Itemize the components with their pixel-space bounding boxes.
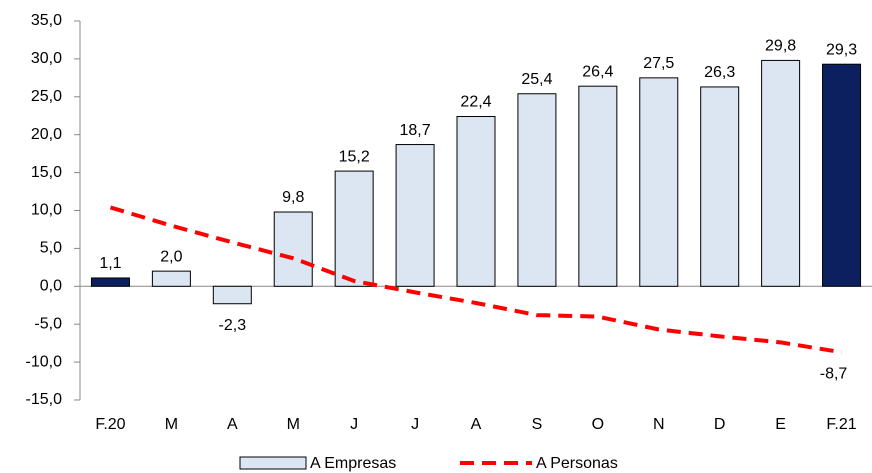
line: [109, 205, 842, 355]
value-label: 25,4: [521, 71, 552, 88]
bar: [151, 270, 191, 287]
value-label: 22,4: [460, 94, 491, 111]
bar: [334, 170, 374, 287]
legend-swatch: [239, 456, 307, 470]
value-label: 29,8: [765, 38, 796, 55]
y-tick-label: 20,0: [31, 126, 62, 143]
value-label: 26,4: [582, 63, 613, 80]
value-label: 1,1: [99, 255, 121, 272]
value-label: -2,3: [219, 317, 247, 334]
y-tick-label: 25,0: [31, 88, 62, 105]
bar: [700, 86, 740, 287]
x-tick-label: J: [411, 416, 419, 433]
bar: [578, 85, 618, 287]
x-tick-label: M: [287, 416, 300, 433]
bar: [822, 63, 862, 287]
x-tick-label: S: [532, 416, 543, 433]
x-tick-label: O: [592, 416, 604, 433]
value-label: 27,5: [643, 55, 674, 72]
x-tick-label: M: [165, 416, 178, 433]
y-tick-label: 10,0: [31, 202, 62, 219]
x-tick-label: A: [227, 416, 238, 433]
x-tick-label: E: [775, 416, 786, 433]
y-tick-label: 5,0: [40, 240, 62, 257]
value-label: 29,3: [826, 41, 857, 58]
bar: [212, 285, 252, 305]
bar: [90, 277, 130, 287]
bar: [517, 93, 557, 287]
value-label: 15,2: [339, 148, 370, 165]
y-tick-label: 0,0: [40, 278, 62, 295]
y-tick-label: 30,0: [31, 50, 62, 67]
x-tick-label: F.21: [826, 416, 856, 433]
y-tick-label: 35,0: [31, 12, 62, 29]
x-tick-label: A: [471, 416, 482, 433]
value-label: 18,7: [400, 122, 431, 139]
bar: [639, 77, 679, 287]
legend-label: A Empresas: [310, 455, 396, 472]
bar: [395, 144, 435, 287]
value-label: 2,0: [160, 248, 182, 265]
bar: [456, 116, 496, 287]
bar: [761, 59, 801, 287]
y-tick-label: -10,0: [26, 353, 63, 370]
y-tick-label: -5,0: [34, 315, 62, 332]
value-label: -8,7: [820, 365, 848, 382]
x-tick-label: D: [714, 416, 726, 433]
x-tick-label: N: [653, 416, 665, 433]
legend-label: A Personas: [536, 455, 618, 472]
bar: [273, 211, 313, 287]
value-label: 9,8: [282, 189, 304, 206]
y-tick-label: 15,0: [31, 164, 62, 181]
x-tick-label: J: [350, 416, 358, 433]
value-label: 26,3: [704, 64, 735, 81]
x-tick-label: F.20: [95, 416, 125, 433]
y-tick-label: -15,0: [26, 391, 63, 408]
